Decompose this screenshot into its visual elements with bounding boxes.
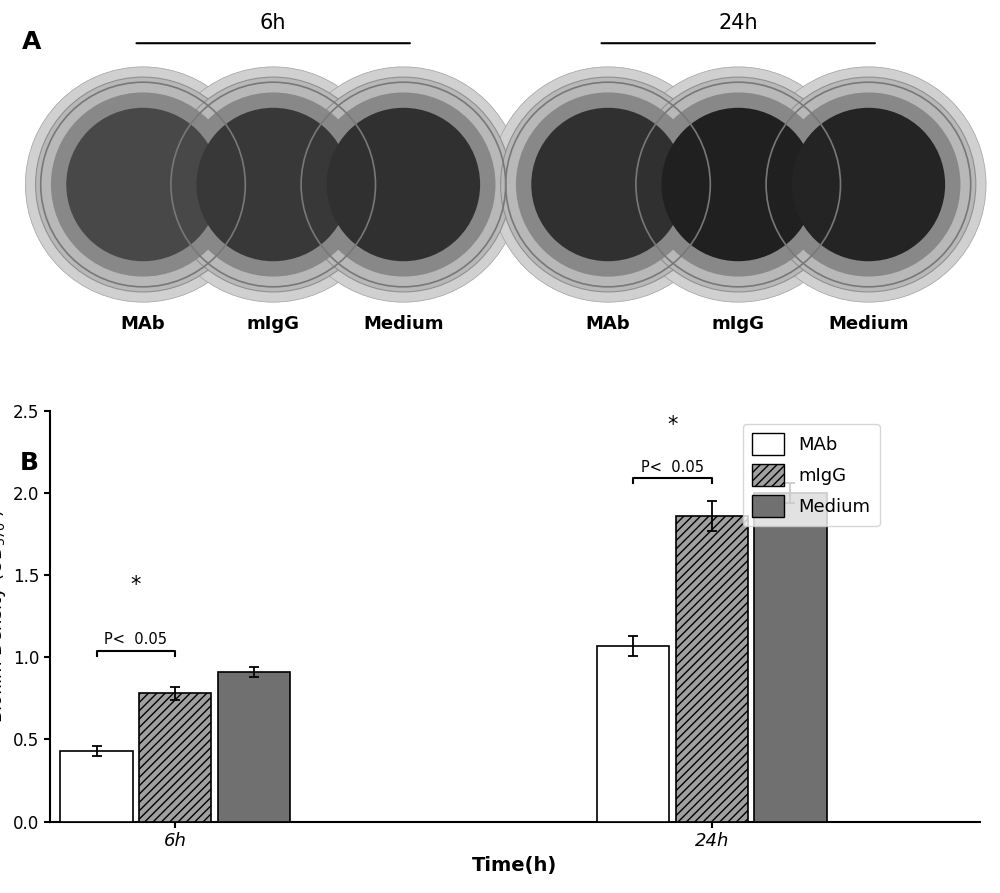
Ellipse shape (631, 77, 846, 292)
Ellipse shape (296, 77, 511, 292)
Ellipse shape (196, 108, 350, 262)
Text: mIgG: mIgG (712, 315, 765, 333)
Ellipse shape (661, 108, 815, 262)
Text: MAb: MAb (586, 315, 630, 333)
Ellipse shape (166, 77, 381, 292)
Ellipse shape (490, 67, 726, 302)
Text: mIgG: mIgG (247, 315, 300, 333)
Bar (676, 516, 748, 822)
Text: P<  0.05: P< 0.05 (104, 632, 167, 647)
Legend: MAb, mIgG, Medium: MAb, mIgG, Medium (743, 424, 880, 526)
Ellipse shape (286, 67, 521, 302)
Text: 24h: 24h (718, 13, 758, 33)
Ellipse shape (181, 93, 365, 277)
Text: *: * (131, 575, 141, 595)
Y-axis label: Biofilm Density (OD$_{570}$ ): Biofilm Density (OD$_{570}$ ) (0, 509, 8, 723)
Ellipse shape (25, 67, 261, 302)
Ellipse shape (646, 93, 830, 277)
Ellipse shape (66, 108, 220, 262)
Text: 6h: 6h (260, 13, 286, 33)
Ellipse shape (516, 93, 700, 277)
X-axis label: Time(h): Time(h) (472, 855, 558, 874)
Bar (60, 751, 133, 822)
Text: Medium: Medium (363, 315, 444, 333)
Bar (597, 646, 669, 822)
Text: MAb: MAb (121, 315, 165, 333)
Ellipse shape (621, 67, 856, 302)
Text: B: B (20, 451, 39, 475)
Ellipse shape (36, 77, 250, 292)
Ellipse shape (51, 93, 235, 277)
Ellipse shape (156, 67, 391, 302)
Text: A: A (22, 30, 41, 54)
Ellipse shape (327, 108, 480, 262)
Bar (218, 672, 290, 822)
Bar (139, 693, 211, 822)
Text: P<  0.05: P< 0.05 (641, 460, 704, 475)
Ellipse shape (751, 67, 986, 302)
Ellipse shape (776, 93, 960, 277)
Text: Medium: Medium (828, 315, 909, 333)
Bar (754, 493, 827, 822)
Ellipse shape (501, 77, 715, 292)
Ellipse shape (792, 108, 945, 262)
Ellipse shape (311, 93, 495, 277)
Ellipse shape (531, 108, 685, 262)
Text: *: * (667, 415, 678, 436)
Ellipse shape (761, 77, 976, 292)
